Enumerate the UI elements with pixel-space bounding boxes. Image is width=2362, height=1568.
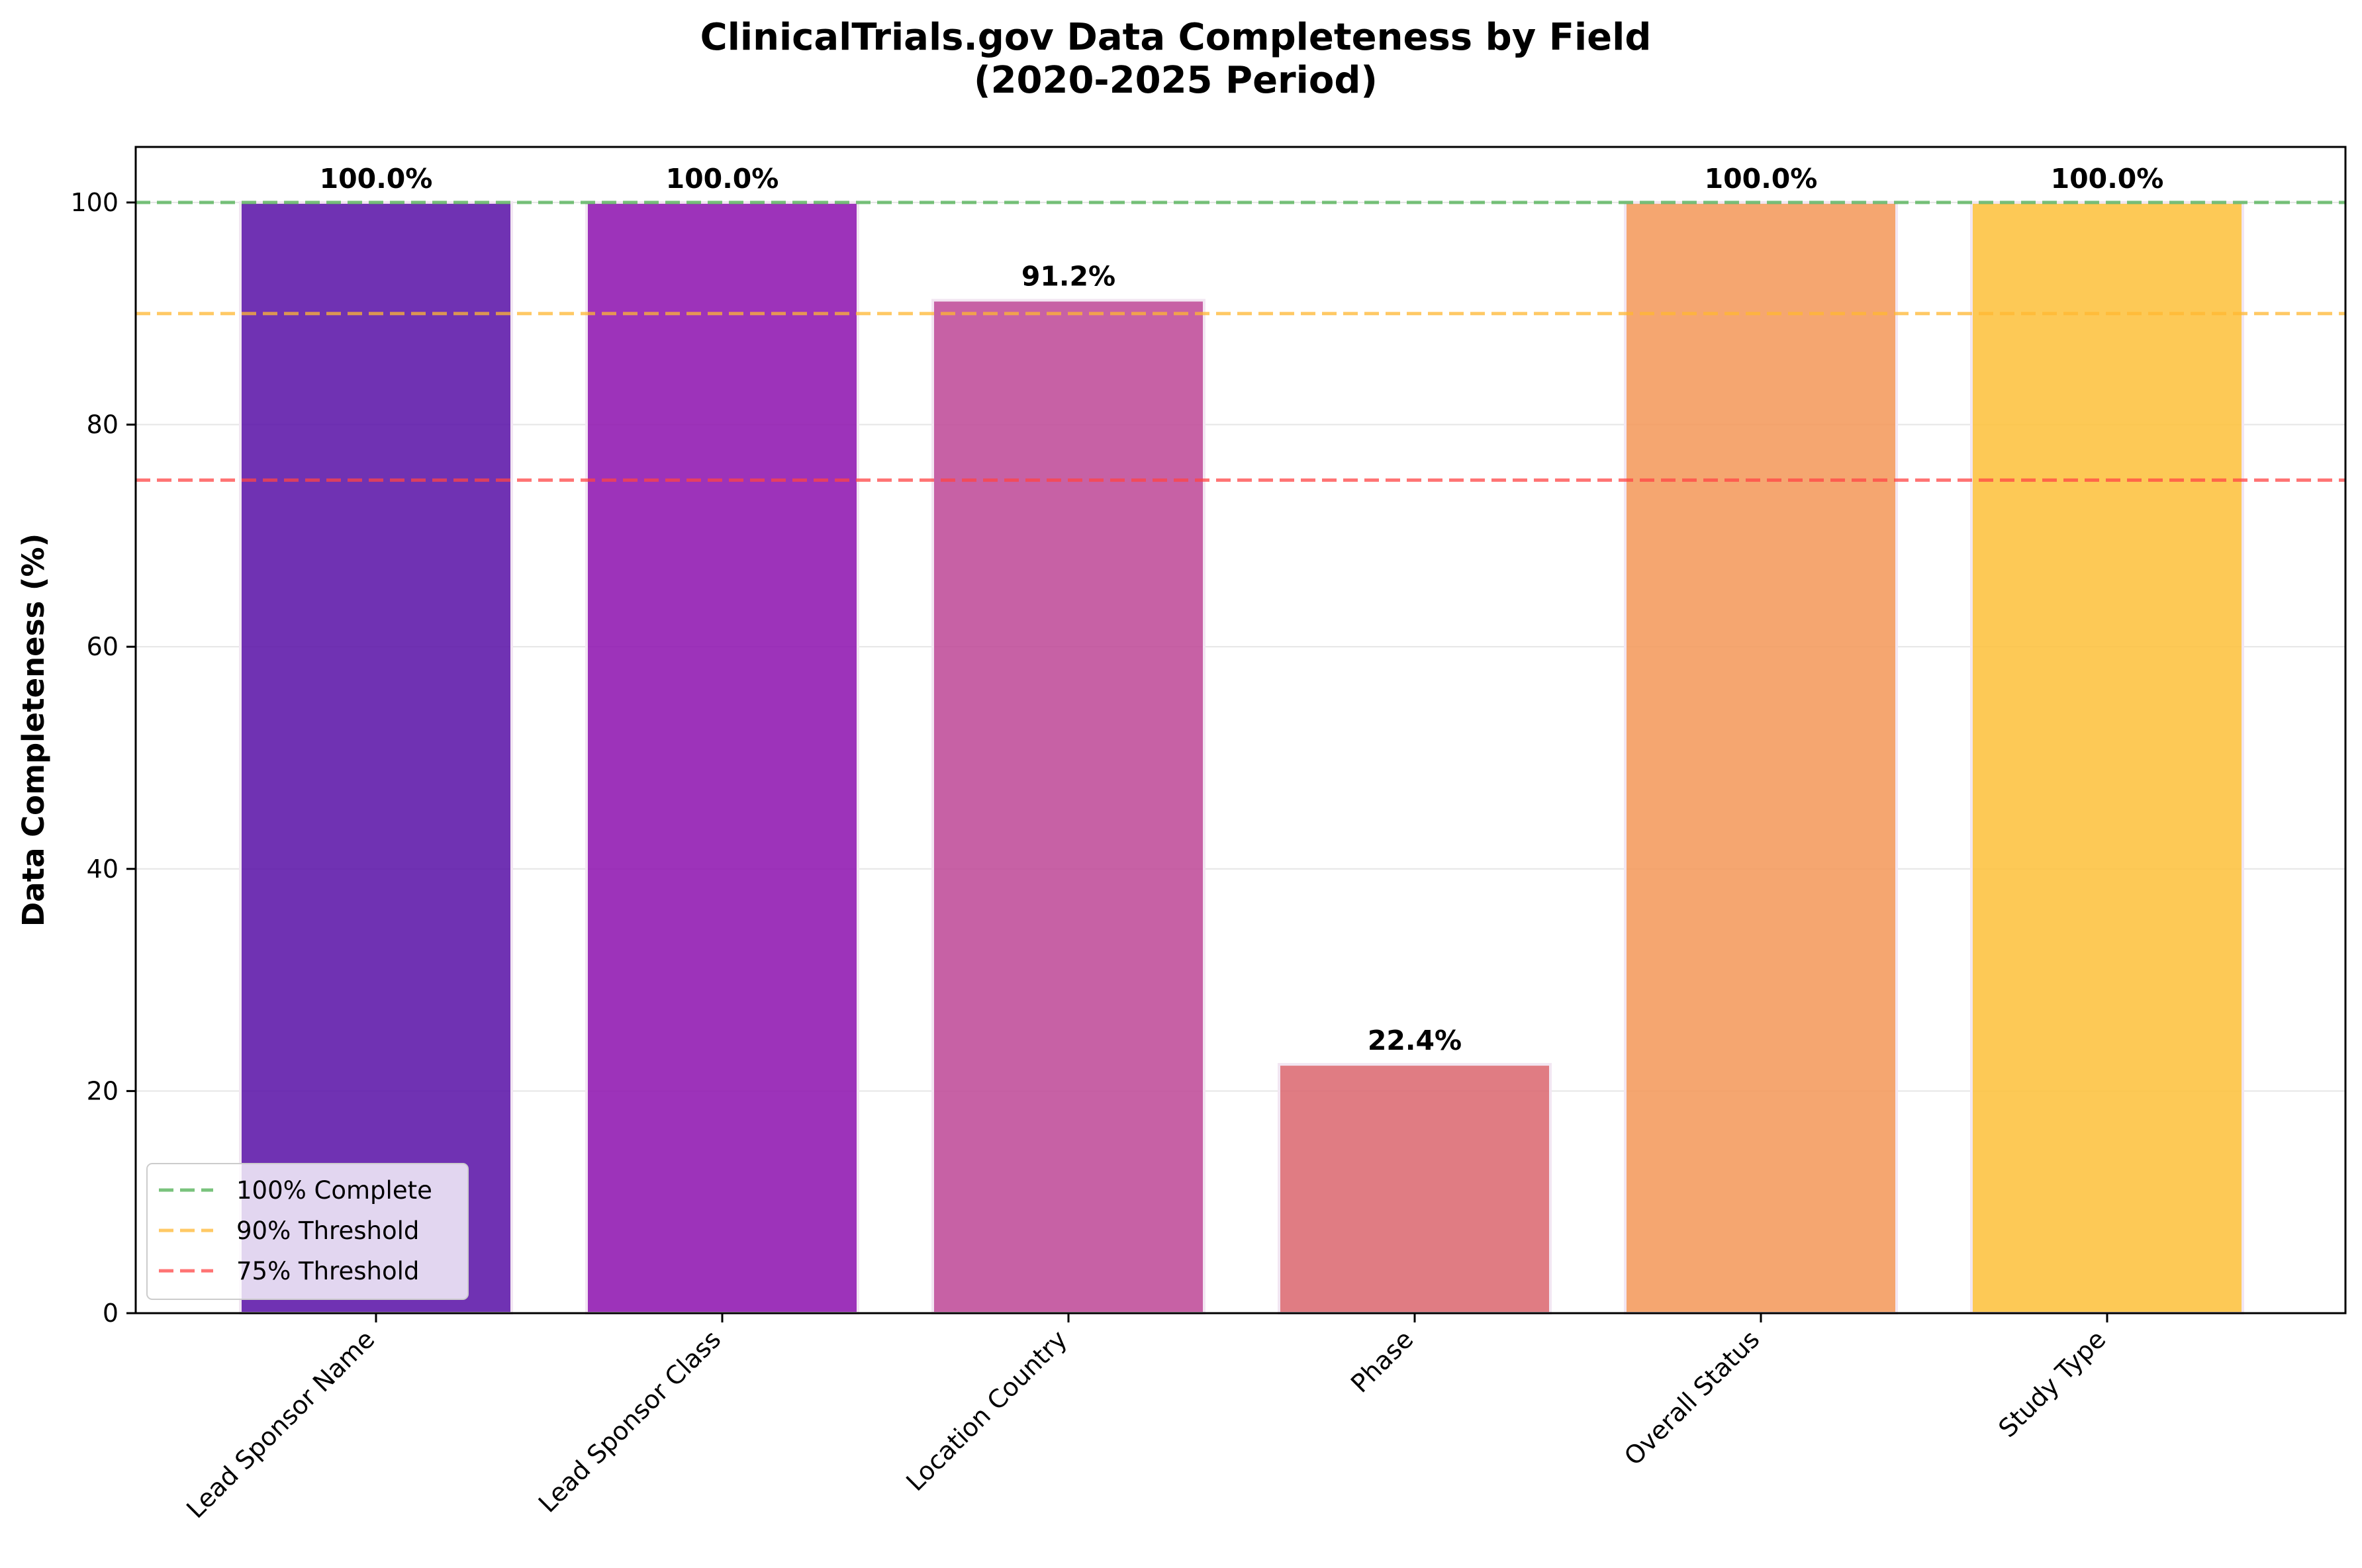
bar-phase [1278,1063,1552,1315]
reference-lines [136,201,2345,482]
y-tick-label: 0 [103,1299,118,1328]
bar-value-labels: 100.0% 100.0% 91.2% 22.4% 100.0% 100.0% [320,163,2164,1056]
y-tick-label: 60 [87,632,118,661]
y-tick-label: 80 [87,410,118,439]
bar-lead-sponsor-name [239,201,513,1314]
bar-location-country [931,299,1205,1314]
y-axis-label: Data Completeness (%) [16,533,51,927]
x-tick-label: Phase [1345,1324,1419,1398]
bar-study-type [1970,201,2244,1314]
x-tick-label: Lead Sponsor Name [181,1324,380,1524]
legend-label: 100% Complete [236,1176,432,1205]
x-axis: Lead Sponsor Name Lead Sponsor Class Locat… [181,1313,2111,1524]
bar-value-label: 100.0% [666,163,779,195]
bars [239,201,2244,1315]
chart-title-line1: ClinicalTrials.gov Data Completeness by … [700,16,1652,59]
y-tick-label: 40 [87,854,118,884]
bar-overall-status [1624,201,1898,1314]
x-tick-label: Lead Sponsor Class [533,1324,727,1518]
legend-box [146,1163,469,1300]
bar-value-label: 100.0% [2051,163,2164,195]
y-axis: 0 20 40 60 80 100 [70,188,136,1328]
bar-lead-sponsor-class [585,201,859,1314]
bar-value-label: 100.0% [1705,163,1818,195]
x-tick-label: Overall Status [1619,1324,1765,1471]
y-tick-label: 20 [87,1076,118,1105]
plot-frame [134,146,2347,1314]
bar-value-label: 91.2% [1021,261,1115,293]
legend-label: 75% Threshold [236,1257,419,1285]
chart-title-line2: (2020-2025 Period) [974,59,1378,102]
legend-label: 90% Threshold [236,1217,419,1245]
bar-value-label: 100.0% [320,163,433,195]
x-tick-label: Location Country [900,1324,1072,1497]
legend: 100% Complete 90% Threshold 75% Threshold [146,1163,469,1300]
y-tick-label: 100 [70,188,118,217]
bar-value-label: 22.4% [1368,1025,1462,1056]
x-tick-label: Study Type [1993,1324,2111,1443]
